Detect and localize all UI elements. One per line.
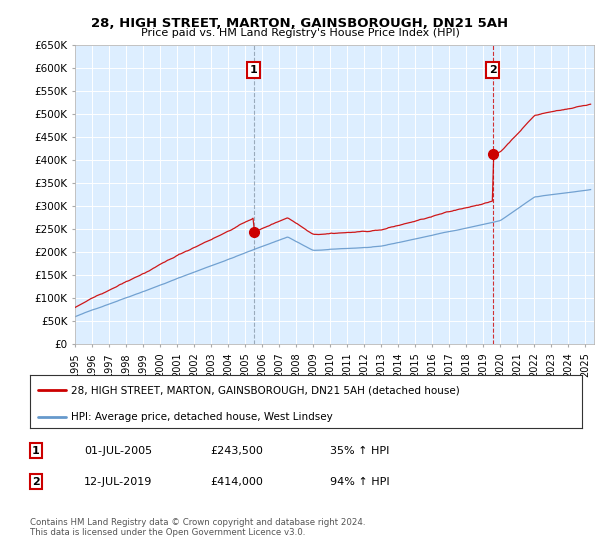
Text: 28, HIGH STREET, MARTON, GAINSBOROUGH, DN21 5AH: 28, HIGH STREET, MARTON, GAINSBOROUGH, D… (91, 17, 509, 30)
Text: £414,000: £414,000 (210, 477, 263, 487)
Text: HPI: Average price, detached house, West Lindsey: HPI: Average price, detached house, West… (71, 412, 333, 422)
Text: Price paid vs. HM Land Registry's House Price Index (HPI): Price paid vs. HM Land Registry's House … (140, 28, 460, 38)
Text: 94% ↑ HPI: 94% ↑ HPI (330, 477, 389, 487)
Text: 2: 2 (489, 66, 496, 75)
Text: 12-JUL-2019: 12-JUL-2019 (84, 477, 152, 487)
Text: 1: 1 (250, 66, 257, 75)
Text: 28, HIGH STREET, MARTON, GAINSBOROUGH, DN21 5AH (detached house): 28, HIGH STREET, MARTON, GAINSBOROUGH, D… (71, 385, 460, 395)
Text: 1: 1 (32, 446, 40, 456)
Text: Contains HM Land Registry data © Crown copyright and database right 2024.
This d: Contains HM Land Registry data © Crown c… (30, 518, 365, 538)
Text: 35% ↑ HPI: 35% ↑ HPI (330, 446, 389, 456)
Text: £243,500: £243,500 (210, 446, 263, 456)
Text: 2: 2 (32, 477, 40, 487)
Text: 01-JUL-2005: 01-JUL-2005 (84, 446, 152, 456)
